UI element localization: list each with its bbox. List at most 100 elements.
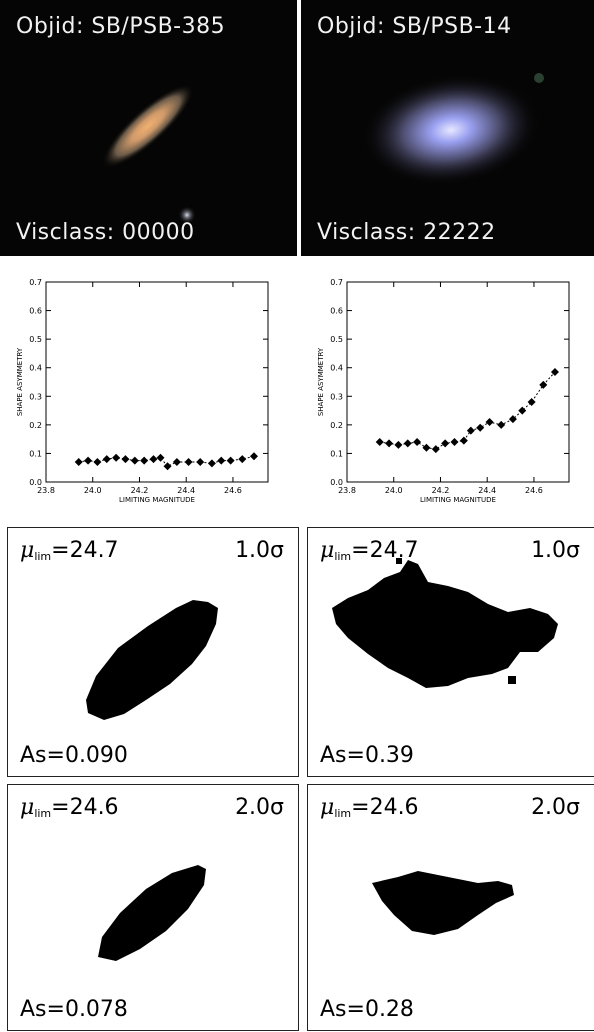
data-point: [459, 436, 468, 445]
mu-lim-label: μlim=24.6: [20, 795, 119, 820]
y-tick-label: 0.2: [330, 421, 343, 430]
data-point: [102, 455, 111, 464]
mu-lim-value: =24.6: [351, 795, 419, 820]
plot-frame: [346, 281, 570, 483]
mu-symbol: μ: [20, 538, 35, 563]
y-tick-label: 0.7: [29, 278, 42, 287]
data-point: [403, 439, 412, 448]
x-tick-label: 24.6: [224, 486, 242, 495]
mu-subscript: lim: [334, 807, 352, 820]
segmentation-mask: [98, 865, 206, 961]
data-point: [527, 398, 536, 406]
asymmetry-value: As=0.078: [20, 997, 128, 1022]
data-point: [508, 415, 517, 424]
data-point: [184, 458, 193, 466]
objid-label: Objid: SB/PSB-385: [16, 14, 226, 39]
data-point: [413, 438, 422, 446]
mask-panel-14-2sigma: μlim=24.6 2.0σ As=0.28: [307, 784, 594, 1031]
asymmetry-plot-left-svg: 0.0 0.1 0.2 0.3 0.4 0.5 0.6 0.7 23.8 24.0 24.2 24.4…: [16, 278, 269, 504]
mu-symbol: μ: [320, 795, 335, 820]
x-tick-label: 24.0: [385, 486, 403, 495]
plot-frame: [45, 281, 269, 483]
mask-panel-385-2sigma: μlim=24.6 2.0σ As=0.078: [7, 784, 299, 1031]
x-tick-label: 24.0: [84, 486, 102, 495]
objid-label: Objid: SB/PSB-14: [317, 14, 512, 39]
data-point: [121, 455, 130, 464]
y-tick-label: 0.5: [330, 335, 343, 344]
x-axis-label: LIMITING MAGNITUDE: [119, 496, 195, 504]
data-point: [450, 438, 459, 446]
segmentation-mask: [86, 600, 218, 720]
x-tick-label: 24.2: [131, 486, 149, 495]
data-point: [441, 439, 450, 448]
data-point: [518, 406, 527, 415]
y-tick-label: 0.6: [330, 307, 343, 316]
mu-subscript: lim: [34, 807, 52, 820]
y-tick-label: 0.5: [29, 335, 42, 344]
y-tick-label: 0.1: [29, 449, 42, 458]
data-point: [74, 458, 83, 466]
x-tick-label: 23.8: [338, 486, 356, 495]
y-axis-label: SHAPE ASYMMETRY: [16, 347, 24, 416]
data-point: [394, 440, 403, 449]
x-tick-label: 24.4: [177, 486, 195, 495]
visclass-label: Visclass: 22222: [317, 220, 496, 245]
data-point: [217, 456, 226, 465]
data-point: [375, 438, 384, 446]
mu-lim-label: μlim=24.7: [320, 538, 419, 563]
asymmetry-value: As=0.39: [320, 743, 414, 768]
y-tick-label: 0.3: [330, 392, 343, 401]
mu-symbol: μ: [320, 538, 335, 563]
asymmetry-value: As=0.090: [20, 743, 128, 768]
x-tick-label: 24.2: [432, 486, 450, 495]
y-tick-label: 0.4: [29, 364, 42, 373]
mu-lim-value: =24.6: [51, 795, 119, 820]
visclass-label: Visclass: 00000: [16, 220, 195, 245]
data-point: [550, 368, 559, 376]
data-point: [130, 456, 139, 465]
mu-lim-label: μlim=24.7: [20, 538, 119, 563]
mu-subscript: lim: [334, 550, 352, 563]
y-tick-label: 0.7: [330, 278, 343, 287]
sigma-label: 2.0σ: [531, 795, 580, 820]
y-tick-label: 0.2: [29, 421, 42, 430]
sigma-label: 1.0σ: [531, 538, 580, 563]
segmentation-mask: [332, 558, 558, 688]
asymmetry-plot-left: 0.0 0.1 0.2 0.3 0.4 0.5 0.6 0.7 23.8 24.0 24.2 24.4…: [0, 268, 297, 518]
galaxy-psb-385-illustration: [101, 83, 196, 224]
series-line: [379, 371, 556, 450]
y-tick-label: 0.6: [29, 307, 42, 316]
asymmetry-value: As=0.28: [320, 997, 414, 1022]
mask-panel-385-1sigma: μlim=24.7 1.0σ As=0.090: [7, 527, 299, 777]
data-point: [172, 458, 181, 466]
mu-lim-value: =24.7: [351, 538, 419, 563]
sigma-label: 1.0σ: [235, 538, 284, 563]
data-point: [207, 459, 216, 468]
data-point: [163, 462, 172, 471]
asymmetry-plot-right: 0.0 0.1 0.2 0.3 0.4 0.5 0.6 0.7 23.8 24.0 24.2 24.4…: [301, 268, 594, 518]
galaxy-image-sb-psb-14: Objid: SB/PSB-14 Visclass: 22222: [301, 0, 594, 256]
y-tick-label: 0.1: [330, 449, 343, 458]
data-point: [385, 439, 394, 448]
x-tick-label: 23.8: [37, 486, 55, 495]
data-point: [149, 455, 158, 464]
mu-symbol: μ: [20, 795, 35, 820]
data-point: [196, 458, 205, 466]
segmentation-mask: [372, 871, 514, 935]
data-point: [497, 420, 506, 429]
mu-subscript: lim: [34, 550, 52, 563]
x-axis-label: LIMITING MAGNITUDE: [420, 496, 496, 504]
y-tick-label: 0.0: [330, 478, 343, 487]
data-point: [422, 443, 431, 452]
data-point: [238, 455, 247, 464]
data-point: [431, 445, 440, 454]
data-point: [156, 453, 165, 462]
data-point: [476, 423, 485, 432]
mu-lim-value: =24.7: [51, 538, 119, 563]
data-point: [539, 380, 548, 389]
data-point: [112, 453, 121, 462]
x-tick-label: 24.4: [478, 486, 496, 495]
y-axis-label: SHAPE ASYMMETRY: [317, 347, 325, 416]
data-point: [140, 456, 149, 465]
y-tick-label: 0.4: [330, 364, 343, 373]
